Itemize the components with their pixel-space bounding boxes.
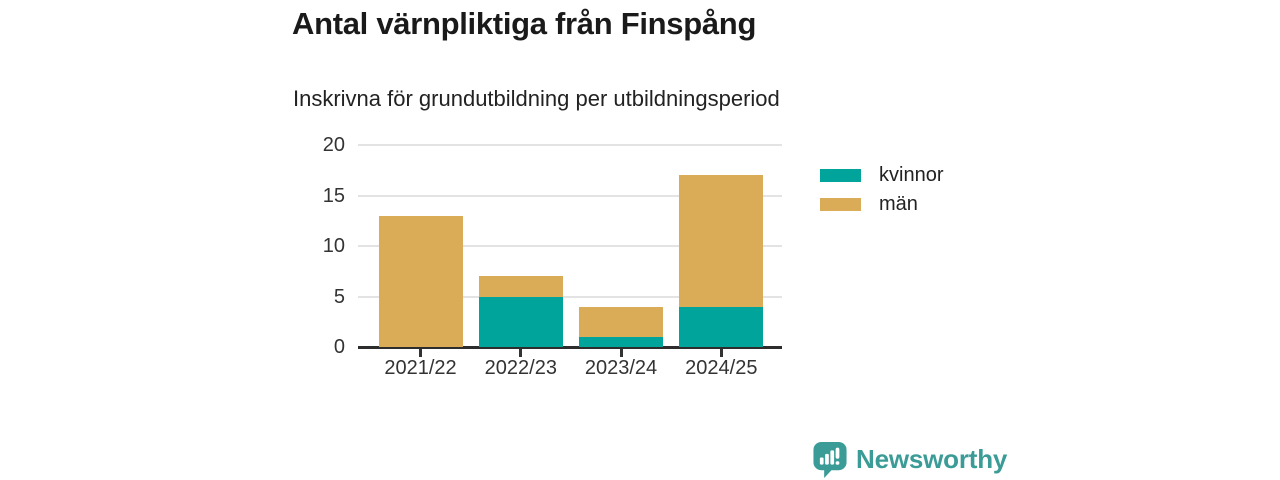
x-tick-mark xyxy=(619,349,623,357)
x-axis-labels: 2021/22 2022/23 2023/24 2024/25 xyxy=(358,357,782,387)
y-tick-label: 10 xyxy=(322,235,345,257)
x-tick-label: 2024/25 xyxy=(685,357,758,379)
chart-subtitle: Inskrivna för grundutbildning per utbild… xyxy=(293,86,780,111)
gridline xyxy=(358,295,782,298)
y-tick-label: 5 xyxy=(333,285,345,308)
bar-segment-män xyxy=(378,215,463,347)
legend-item-kvinnor: kvinnor xyxy=(820,162,943,188)
y-tick-label: 15 xyxy=(322,184,345,207)
x-tick-label: 2022/23 xyxy=(484,357,557,379)
legend-swatch-kvinnor xyxy=(820,168,861,182)
y-tick-label: 20 xyxy=(322,134,345,156)
y-axis-labels: 0 5 10 15 20 xyxy=(0,135,345,357)
x-tick-label: 2023/24 xyxy=(584,357,658,379)
legend-label: kvinnor xyxy=(879,163,944,186)
x-tick-label: 2021/22 xyxy=(384,357,457,379)
x-tick-mark xyxy=(519,349,523,357)
legend: kvinnor män xyxy=(820,162,943,220)
x-tick-mark xyxy=(719,349,723,357)
y-tick-label: 0 xyxy=(333,336,345,358)
legend-swatch-män xyxy=(820,197,861,211)
brand-footer: Newsworthy xyxy=(812,441,1007,478)
gridline xyxy=(358,194,782,197)
chart-title: Antal värnpliktiga från Finspång xyxy=(292,6,757,41)
bar-segment-kvinnor xyxy=(679,306,764,347)
x-axis-line xyxy=(358,346,782,349)
gridline xyxy=(358,144,782,146)
legend-label: män xyxy=(879,192,918,215)
bar-segment-män xyxy=(478,276,563,297)
plot-area xyxy=(358,144,782,357)
gridline xyxy=(358,245,782,247)
bar-segment-kvinnor xyxy=(478,296,563,347)
legend-item-män: män xyxy=(820,191,943,217)
bar-segment-män xyxy=(579,306,663,337)
bar-segment-män xyxy=(679,175,764,307)
x-tick-mark xyxy=(419,349,422,357)
brand-name: Newsworthy xyxy=(856,444,1008,474)
bar-segment-kvinnor xyxy=(579,336,663,347)
newsworthy-logo-icon xyxy=(813,441,847,478)
